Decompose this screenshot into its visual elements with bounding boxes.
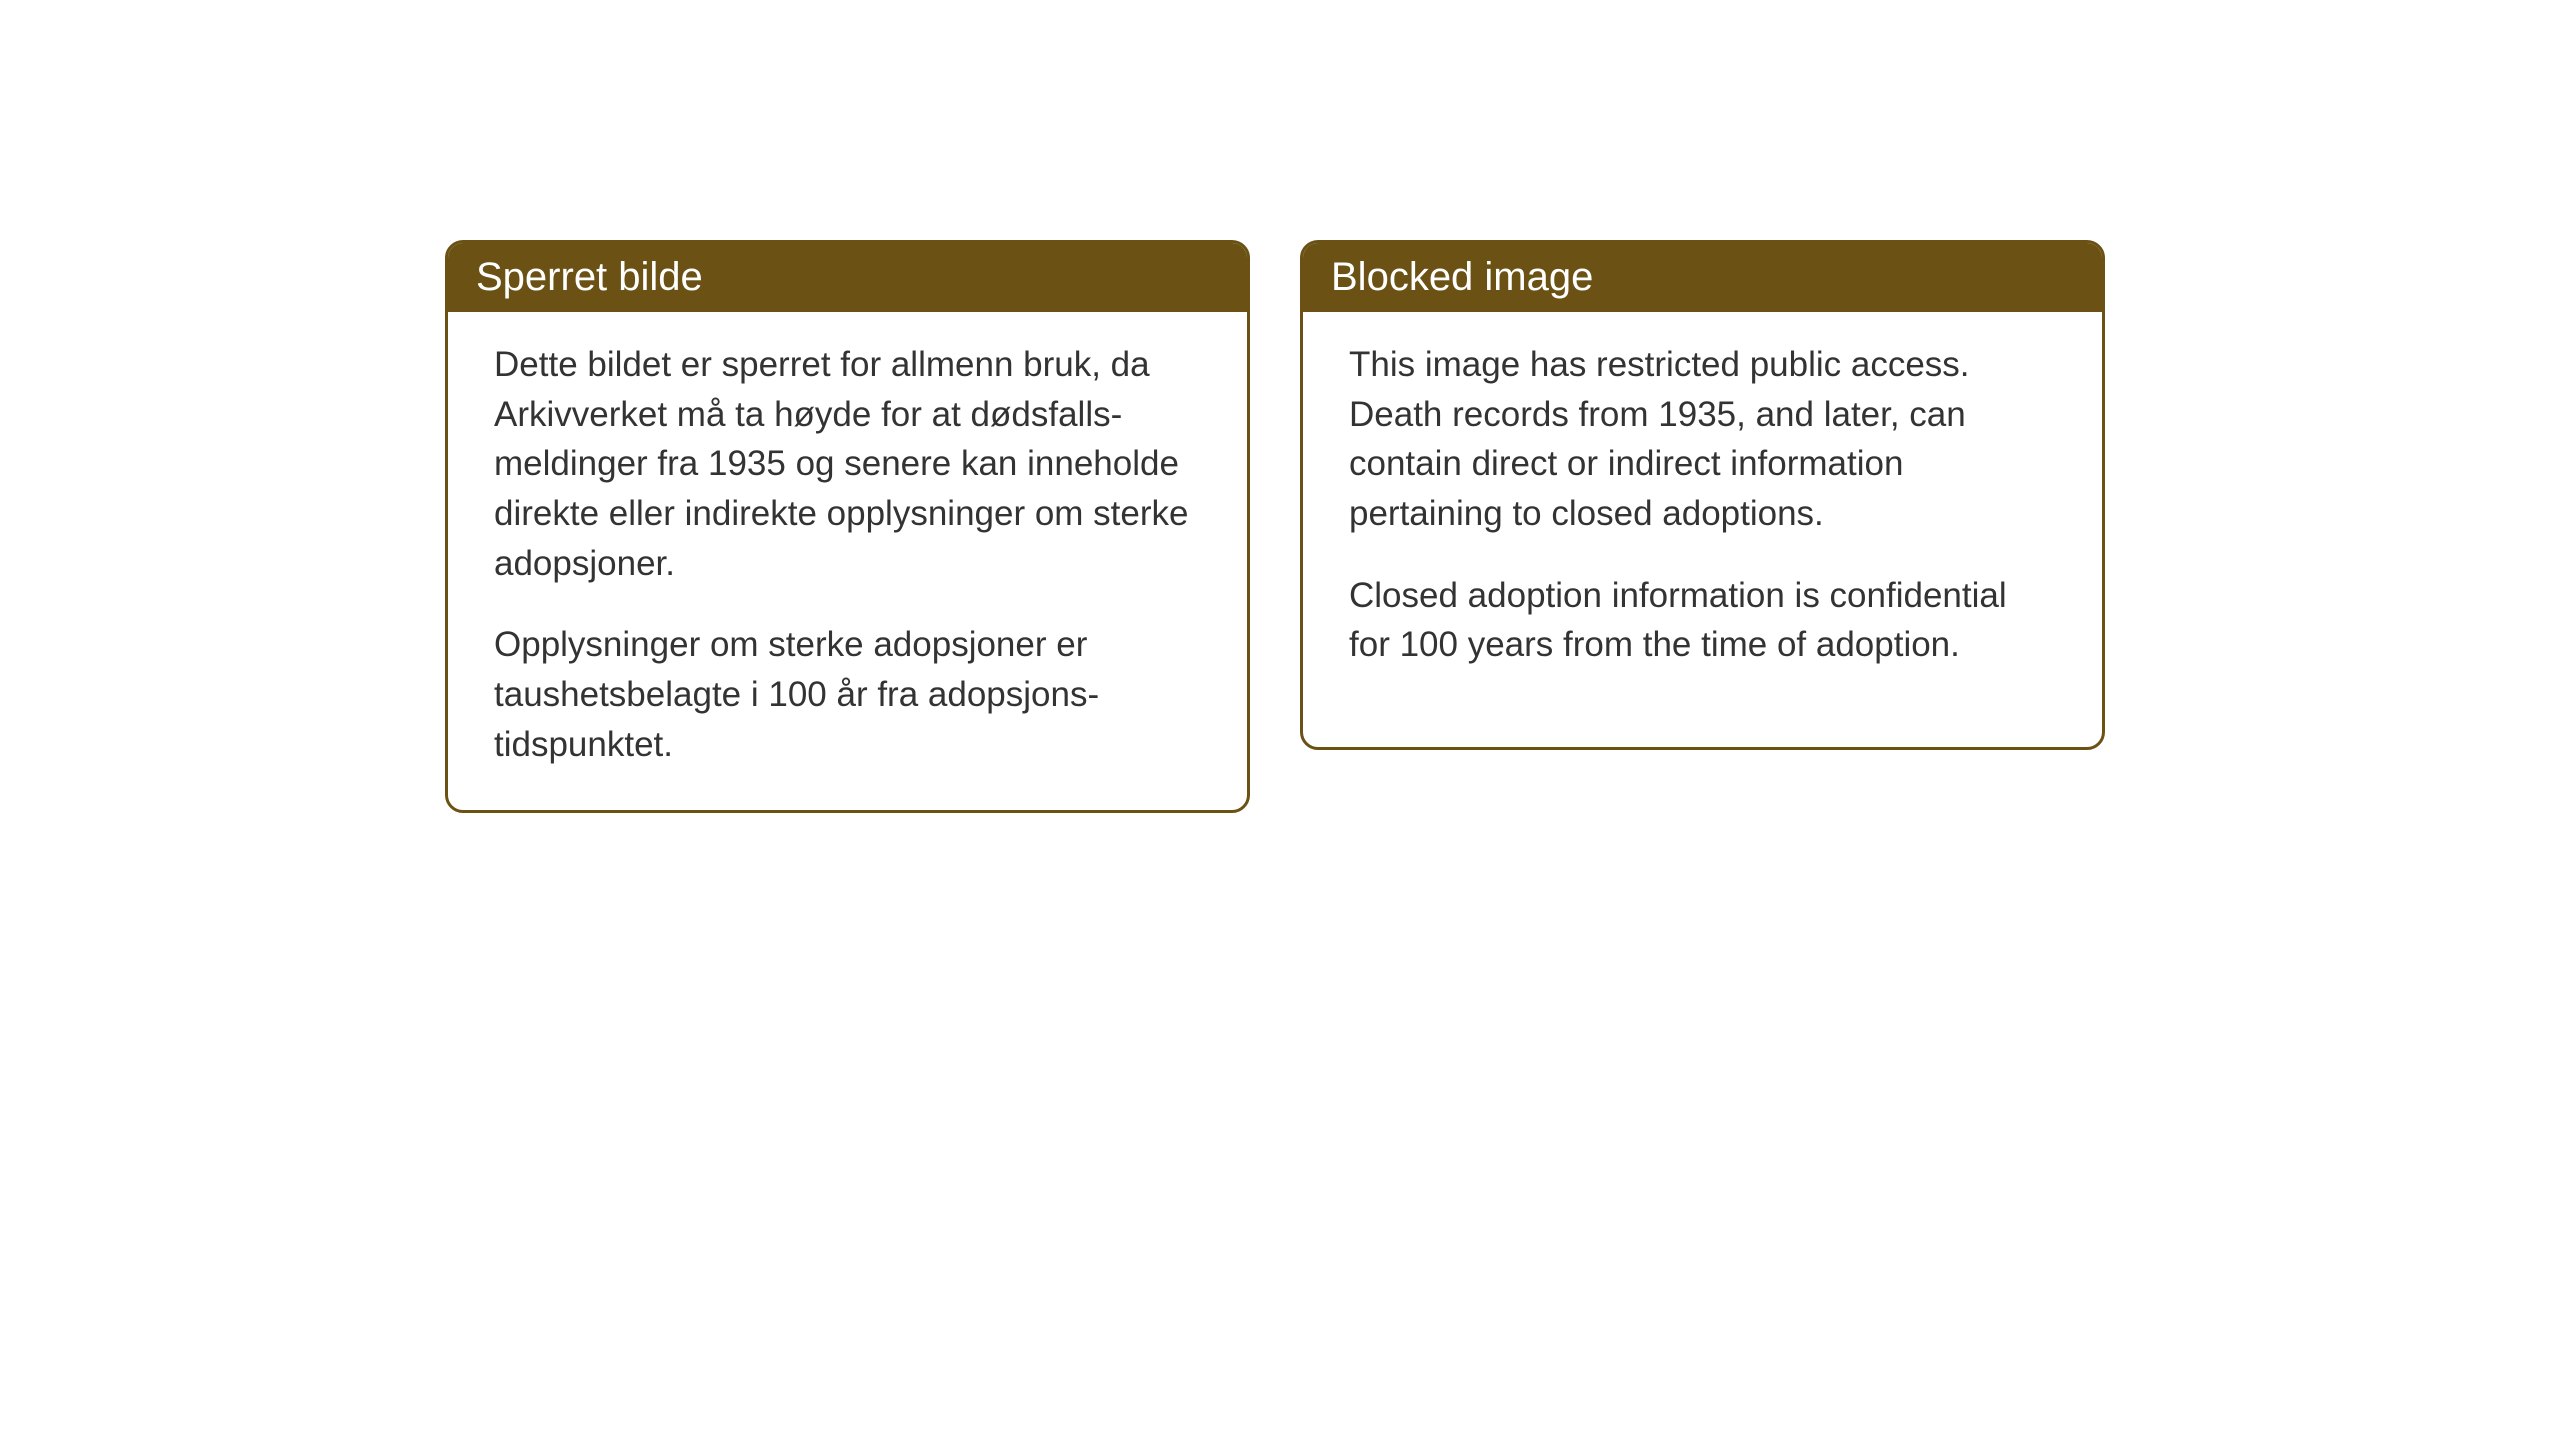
norwegian-card: Sperret bilde Dette bildet er sperret fo… — [445, 240, 1250, 813]
english-paragraph-2: Closed adoption information is confident… — [1349, 571, 2056, 670]
norwegian-card-header: Sperret bilde — [448, 243, 1247, 312]
english-card: Blocked image This image has restricted … — [1300, 240, 2105, 750]
cards-container: Sperret bilde Dette bildet er sperret fo… — [445, 240, 2105, 813]
english-card-body: This image has restricted public access.… — [1303, 312, 2102, 710]
norwegian-paragraph-2: Opplysninger om sterke adopsjoner er tau… — [494, 620, 1201, 769]
english-card-header: Blocked image — [1303, 243, 2102, 312]
norwegian-card-body: Dette bildet er sperret for allmenn bruk… — [448, 312, 1247, 810]
norwegian-paragraph-1: Dette bildet er sperret for allmenn bruk… — [494, 340, 1201, 588]
english-paragraph-1: This image has restricted public access.… — [1349, 340, 2056, 539]
